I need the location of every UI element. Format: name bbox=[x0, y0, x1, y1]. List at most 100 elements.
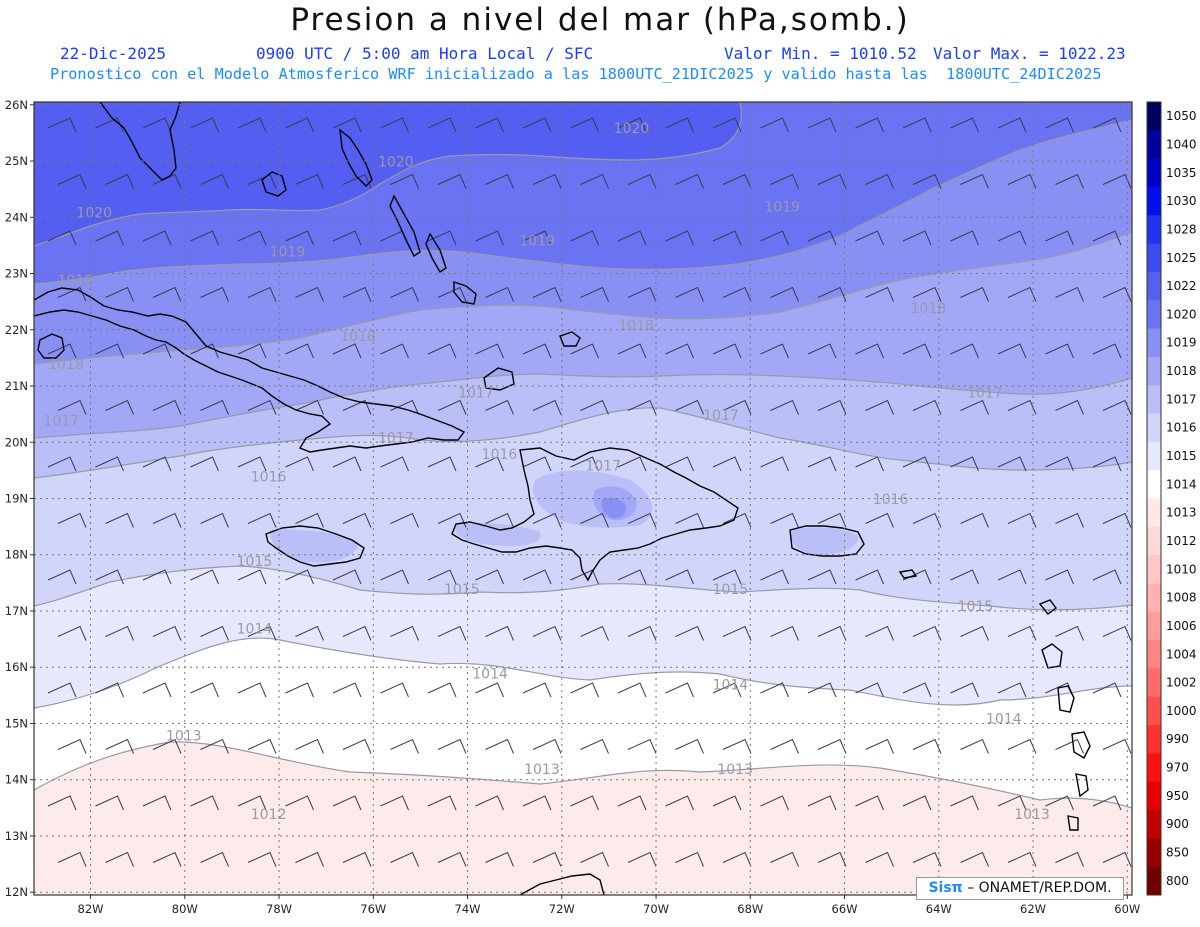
colorbar-swatch bbox=[1147, 413, 1161, 443]
wind-barb bbox=[142, 117, 172, 133]
colorbar-swatch bbox=[1147, 725, 1161, 754]
wind-barb bbox=[1102, 738, 1132, 754]
isobar-label: 1013 bbox=[524, 762, 560, 778]
colorbar-label: 800 bbox=[1166, 874, 1189, 888]
wind-barb bbox=[237, 682, 267, 698]
wind-barb bbox=[200, 286, 229, 302]
wind-barb bbox=[997, 117, 1027, 133]
wind-barb bbox=[152, 625, 182, 641]
wind-barb bbox=[580, 286, 609, 302]
wind-barb bbox=[1092, 569, 1122, 585]
lon-label: 76W bbox=[360, 902, 386, 916]
wind-barb bbox=[817, 286, 847, 302]
wind-barb bbox=[712, 569, 742, 585]
wind-barb bbox=[712, 230, 742, 246]
colorbar-label: 1000 bbox=[1166, 704, 1197, 718]
wind-barb bbox=[770, 399, 799, 415]
colorbar-label: 950 bbox=[1166, 789, 1189, 803]
wind-barb bbox=[1045, 456, 1074, 472]
wind-barb bbox=[437, 173, 467, 189]
islands-lesser-antilles-3 bbox=[1071, 731, 1091, 759]
wind-barb bbox=[1007, 512, 1037, 528]
wind-barb bbox=[485, 173, 514, 189]
wind-barb bbox=[532, 286, 562, 302]
wind-barb bbox=[1045, 795, 1074, 811]
wind-barb bbox=[665, 117, 694, 133]
wind-barb bbox=[1045, 230, 1074, 246]
wind-barb bbox=[427, 682, 457, 698]
wind-barb bbox=[570, 230, 599, 246]
wind-barb bbox=[675, 286, 704, 302]
wind-barb bbox=[865, 399, 894, 415]
wind-barb bbox=[475, 456, 504, 472]
wind-barb bbox=[760, 682, 789, 698]
colorbar-swatch bbox=[1147, 470, 1161, 499]
colorbar-swatch bbox=[1147, 866, 1161, 896]
isobar-label: 1017 bbox=[585, 458, 621, 474]
wind-barb bbox=[390, 512, 419, 528]
wind-barb bbox=[105, 738, 134, 754]
wind-barb bbox=[437, 625, 467, 641]
wind-barb bbox=[522, 682, 552, 698]
wind-barb bbox=[380, 682, 409, 698]
wind-barb bbox=[332, 117, 362, 133]
isobar-label: 1014 bbox=[986, 711, 1022, 727]
wind-barb bbox=[437, 851, 467, 867]
wind-barb bbox=[485, 851, 514, 867]
wind-barb bbox=[1046, 909, 1074, 923]
wind-barb bbox=[285, 230, 314, 246]
wind-barb bbox=[485, 625, 514, 641]
wind-barb bbox=[817, 625, 847, 641]
isobar-labels: 1020 1020 1020 1019 1019 1019 1019 1018 1018 1018… bbox=[43, 121, 1049, 823]
colorbar-label: 970 bbox=[1166, 761, 1189, 775]
wind-barb bbox=[960, 625, 989, 641]
wind-barb bbox=[390, 286, 419, 302]
wind-barb bbox=[722, 512, 752, 528]
wind-barb bbox=[770, 286, 799, 302]
wind-barb bbox=[960, 512, 989, 528]
isobar-label: 1017 bbox=[703, 408, 739, 424]
wind-barb bbox=[295, 625, 324, 641]
wind-barb bbox=[200, 851, 229, 867]
wind-barb bbox=[817, 512, 847, 528]
wind-barb bbox=[1007, 399, 1037, 415]
wind-barb bbox=[770, 738, 799, 754]
wind-barb bbox=[532, 625, 562, 641]
wind-barb bbox=[1102, 399, 1132, 415]
wind-barb bbox=[570, 117, 599, 133]
wind-barb bbox=[237, 456, 267, 472]
wind-barb bbox=[1007, 851, 1037, 867]
wind-barb bbox=[665, 456, 694, 472]
islands-lesser-antilles-1 bbox=[1041, 643, 1063, 669]
wind-barb bbox=[532, 851, 562, 867]
wind-barb bbox=[342, 286, 372, 302]
hispaniola-coast bbox=[451, 447, 739, 582]
lat-label: 21N bbox=[5, 379, 28, 393]
wind-barb bbox=[712, 795, 742, 811]
wind-barb bbox=[47, 117, 77, 133]
isobar-label: 1015 bbox=[444, 582, 480, 598]
wind-barb bbox=[1055, 738, 1084, 754]
colorbar-swatch bbox=[1147, 102, 1161, 131]
lon-label: 66W bbox=[832, 902, 858, 916]
wind-barb bbox=[332, 795, 362, 811]
wind-barb bbox=[1007, 286, 1037, 302]
wind-barb bbox=[200, 625, 229, 641]
lon-label: 68W bbox=[737, 902, 763, 916]
wind-barb bbox=[722, 286, 752, 302]
wind-barb bbox=[532, 173, 562, 189]
cuba-coast bbox=[34, 287, 466, 453]
colorbar-label: 1020 bbox=[1166, 307, 1197, 321]
wind-barb bbox=[522, 343, 552, 359]
wind-barb bbox=[1055, 851, 1084, 867]
colorbar-label: 1008 bbox=[1166, 591, 1197, 605]
isobar-label: 1015 bbox=[958, 599, 994, 615]
wind-barb bbox=[675, 399, 704, 415]
colorbar-swatch bbox=[1147, 130, 1161, 160]
wind-barb bbox=[817, 173, 847, 189]
coastlines bbox=[34, 102, 1091, 895]
wind-barb bbox=[475, 569, 504, 585]
wind-barb bbox=[617, 456, 647, 472]
venezuela-coast bbox=[519, 873, 605, 895]
